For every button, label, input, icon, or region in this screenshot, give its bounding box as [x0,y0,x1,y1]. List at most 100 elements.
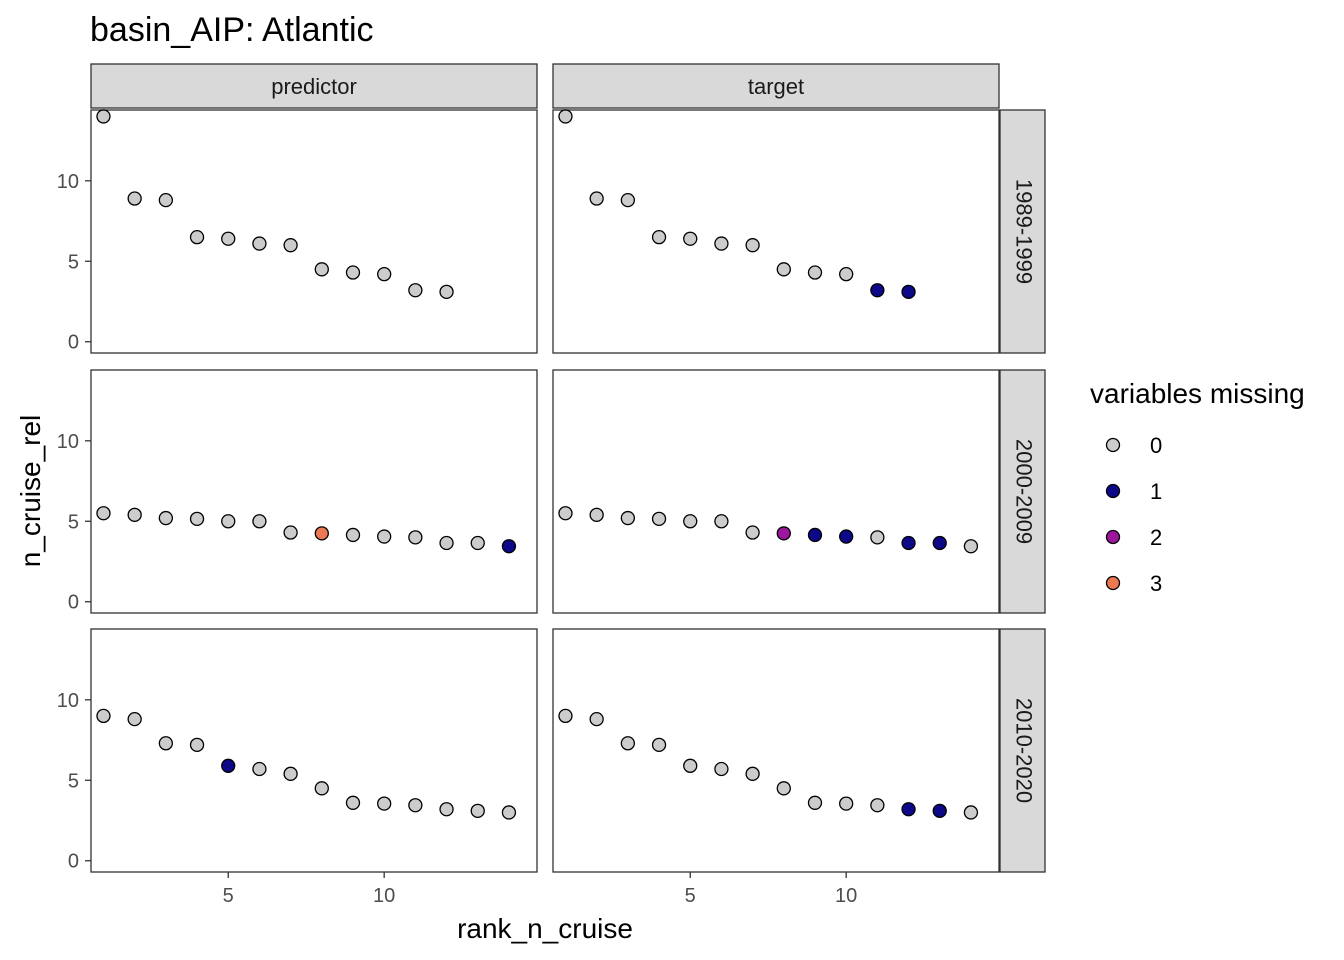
data-point [96,708,111,724]
data-point [158,192,174,208]
x-tick-label: 5 [223,885,234,907]
data-point [683,758,698,773]
panel-target-1989-1999 [552,109,1000,354]
panel-target-2010-2020 [552,628,1000,873]
data-point [620,510,636,526]
strip-label: target [748,74,804,99]
strip-box [552,63,1000,109]
y-axis-2010-2020: 0 5 10 [57,690,91,873]
data-point [283,238,298,253]
legend-item-2: 2 [1105,525,1162,550]
data-point [651,229,667,245]
legend-label: 1 [1150,479,1162,504]
data-point [127,711,142,727]
data-point [932,535,947,551]
data-point [252,514,267,529]
y-tick-label: 0 [68,592,79,614]
panel-border [552,628,1000,873]
panel-border [552,369,1000,614]
data-point [589,191,604,206]
strip-box [999,628,1046,873]
data-point [870,798,885,813]
y-tick-label: 10 [57,690,79,712]
y-axis-title: n_cruise_rel [15,415,46,568]
data-point [439,535,454,551]
y-tick-label: 5 [68,251,79,273]
data-point [839,796,854,811]
data-point [501,539,517,554]
data-point [776,262,791,277]
data-point [683,231,698,246]
data-point [870,530,885,545]
data-point [620,192,636,208]
data-point [158,510,174,526]
data-point [252,236,267,251]
data-point [470,803,485,818]
legend-label: 0 [1150,433,1162,458]
data-point [558,506,573,521]
data-point [189,737,205,753]
data-point [377,529,392,544]
y-tick-label: 0 [68,851,79,873]
x-axis-target: 5 10 [685,872,857,907]
data-point [745,766,760,781]
data-point [221,758,236,773]
panel-predictor-2010-2020 [90,628,538,873]
data-point [807,265,823,280]
data-point [714,236,729,251]
legend-item-3: 3 [1105,571,1162,596]
data-point [776,526,791,541]
data-point [439,802,454,817]
row-strip-1989-1999: 1989-1999 [999,109,1046,354]
strip-label: 1989-1999 [1012,179,1037,284]
legend-swatch [1105,575,1121,591]
x-axis-predictor: 5 10 [223,872,395,907]
data-point [127,507,142,522]
y-tick-label: 0 [68,332,79,354]
legend-item-0: 0 [1105,433,1162,458]
strip-label: 2000-2009 [1012,439,1037,544]
data-point [963,805,979,820]
data-point [439,284,454,299]
data-point [714,514,729,529]
legend: variables missing 0 1 2 3 [1090,378,1305,596]
panel-border [552,109,1000,354]
data-point [408,530,423,545]
panel-border [90,369,538,614]
legend-label: 3 [1150,571,1162,596]
data-point [870,283,885,298]
x-axis-title: rank_n_cruise [457,913,633,944]
data-point [96,506,111,521]
y-axis-2000-2009: 0 5 10 [57,431,91,614]
data-point [901,535,916,551]
data-point [932,803,947,818]
data-point [283,766,298,781]
data-point [839,266,854,282]
data-point [345,795,361,810]
x-tick-label: 10 [835,885,857,907]
data-point [127,191,142,206]
data-point [745,525,760,540]
data-point [314,781,329,796]
data-point [901,802,916,817]
data-point [807,527,823,543]
data-point [589,507,604,522]
legend-swatch [1105,437,1121,453]
data-point [158,736,174,751]
data-point [620,736,636,751]
legend-label: 2 [1150,525,1162,550]
data-point [714,761,729,777]
data-point [408,798,423,813]
data-point [189,229,205,245]
data-point [683,514,698,529]
strip-box [999,369,1046,614]
data-point [470,535,485,551]
y-tick-label: 10 [57,171,79,193]
data-point [963,539,979,554]
strip-label: 2010-2020 [1012,698,1037,803]
data-point [901,284,916,299]
data-point [221,231,236,246]
data-point [314,526,329,541]
panel-predictor-2000-2009 [90,369,538,614]
y-tick-label: 5 [68,511,79,533]
